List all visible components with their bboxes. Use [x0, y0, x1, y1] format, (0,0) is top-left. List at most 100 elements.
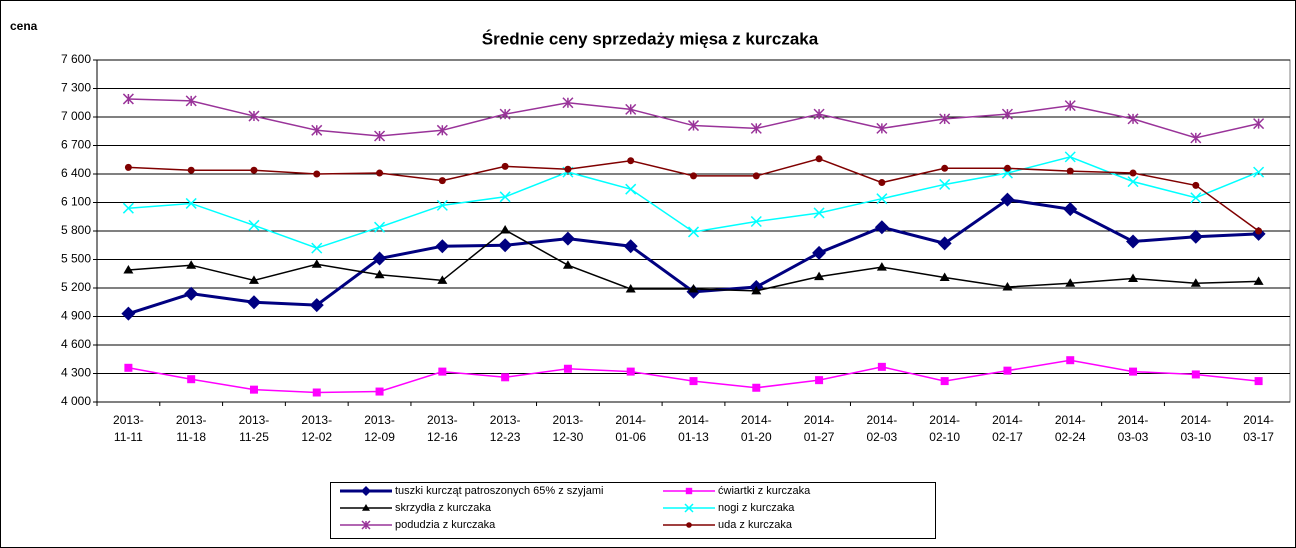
- marker: [1253, 118, 1265, 130]
- y-tick-label: 4 000: [61, 394, 91, 408]
- marker: [374, 221, 386, 233]
- marker: [438, 367, 447, 376]
- marker: [564, 165, 572, 173]
- x-tick-label: 2014-03-17: [1243, 413, 1274, 444]
- marker: [313, 170, 321, 178]
- marker: [562, 97, 574, 109]
- marker: [437, 275, 448, 284]
- legend-marker: [362, 504, 370, 511]
- marker: [187, 166, 195, 174]
- x-tick-label: 2014-01-06: [615, 413, 647, 444]
- marker: [250, 166, 258, 174]
- marker: [248, 219, 260, 231]
- marker: [375, 387, 384, 396]
- marker: [122, 202, 134, 214]
- marker: [1063, 202, 1078, 217]
- x-tick-label: 2013-11-18: [175, 413, 207, 444]
- x-tick-label: 2013-12-09: [364, 413, 395, 444]
- marker: [937, 236, 952, 251]
- marker: [499, 108, 511, 120]
- marker: [813, 207, 825, 219]
- marker: [877, 362, 886, 371]
- y-tick-label: 5 200: [61, 280, 91, 294]
- marker: [876, 262, 887, 271]
- y-tick-label: 7 600: [61, 52, 91, 66]
- y-tick-label: 4 900: [61, 309, 91, 323]
- chart-title: Średnie ceny sprzedaży mięsa z kurczaka: [482, 29, 819, 48]
- marker: [1190, 132, 1202, 144]
- marker: [876, 122, 888, 134]
- marker: [1192, 181, 1200, 189]
- x-tick-label: 2013-12-30: [552, 413, 584, 444]
- y-axis-label: cena: [10, 19, 38, 33]
- legend-label: ćwiartki z kurczaka: [718, 485, 811, 497]
- marker: [560, 231, 575, 246]
- marker: [1065, 278, 1076, 287]
- marker: [876, 193, 888, 205]
- marker: [627, 157, 635, 165]
- marker: [1129, 169, 1137, 177]
- marker: [751, 285, 762, 295]
- y-tick-label: 7 300: [61, 81, 91, 95]
- marker: [625, 183, 637, 195]
- marker: [184, 286, 199, 301]
- marker: [562, 260, 573, 269]
- marker: [249, 385, 258, 394]
- marker: [185, 95, 197, 107]
- x-tick-label: 2014-01-27: [803, 413, 835, 444]
- marker: [1190, 278, 1201, 287]
- legend-box: [330, 482, 936, 539]
- y-tick-label: 6 400: [61, 166, 91, 180]
- marker: [248, 110, 260, 122]
- marker: [121, 306, 136, 321]
- x-tick-label: 2014-03-03: [1117, 413, 1149, 444]
- marker: [438, 177, 446, 185]
- marker: [874, 220, 889, 235]
- x-tick-label: 2014-03-10: [1180, 413, 1212, 444]
- marker: [1191, 370, 1200, 379]
- marker: [1127, 113, 1139, 125]
- x-tick-label: 2014-01-13: [678, 413, 709, 444]
- marker: [1129, 367, 1138, 376]
- marker: [311, 259, 322, 268]
- x-tick-label: 2013-12-16: [426, 413, 458, 444]
- x-tick-label: 2014-01-20: [740, 413, 772, 444]
- legend-marker: [361, 520, 371, 530]
- marker: [312, 388, 321, 397]
- marker: [878, 179, 886, 187]
- marker: [1003, 164, 1011, 172]
- marker: [1255, 227, 1263, 235]
- legend-label: tuszki kurcząt patroszonych 65% z szyjam…: [395, 485, 603, 497]
- marker: [814, 271, 825, 281]
- marker: [185, 197, 197, 209]
- marker: [812, 245, 827, 260]
- marker: [1002, 282, 1013, 291]
- marker: [752, 172, 760, 180]
- marker: [372, 251, 387, 266]
- marker: [625, 103, 637, 115]
- marker: [690, 172, 697, 180]
- marker: [311, 124, 323, 136]
- marker: [186, 260, 197, 269]
- marker: [940, 377, 949, 386]
- marker: [1066, 167, 1074, 175]
- marker: [1001, 108, 1013, 120]
- x-tick-label: 2013-12-23: [489, 413, 521, 444]
- marker: [1128, 273, 1139, 282]
- x-tick-label: 2013-11-25: [238, 413, 270, 444]
- marker: [687, 120, 700, 132]
- y-tick-label: 4 300: [61, 366, 91, 380]
- marker: [1253, 276, 1264, 285]
- marker: [1188, 229, 1203, 244]
- legend-label: nogi z kurczaka: [718, 502, 795, 514]
- marker: [122, 93, 134, 105]
- marker: [436, 124, 448, 136]
- marker: [123, 264, 134, 274]
- y-tick-label: 6 700: [61, 138, 91, 152]
- x-tick-label: 2014-02-03: [866, 413, 898, 444]
- legend-label: uda z kurczaka: [718, 519, 793, 531]
- marker: [750, 122, 762, 134]
- marker: [815, 376, 824, 385]
- x-tick-label: 2014-02-17: [992, 413, 1023, 444]
- marker: [1000, 192, 1015, 207]
